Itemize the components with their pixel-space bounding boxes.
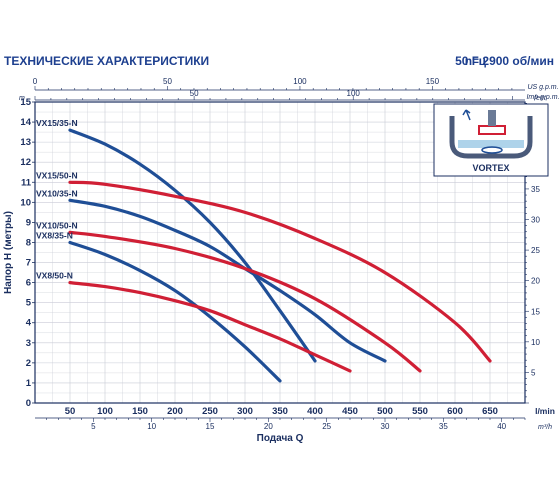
m3h-tick-label: 5	[91, 422, 96, 431]
m3h-tick-label: 40	[497, 422, 506, 431]
y-tick-label: 4	[26, 318, 32, 329]
series-line-vx10-35-n	[68, 198, 387, 363]
plot-border	[34, 101, 526, 404]
m3h-tick-label: 10	[147, 422, 156, 431]
rpm-label: n= 2900 об/мин	[464, 54, 554, 68]
vortex-inset: VORTEX	[433, 103, 549, 177]
x-tick-label: 450	[342, 406, 358, 417]
y-tick-label: 10	[20, 197, 31, 208]
y-tick-label: 15	[20, 97, 31, 108]
series-label: VX10/50-N	[36, 220, 78, 230]
flow-channel-icon	[458, 140, 524, 148]
y-tick-label: 13	[20, 137, 31, 148]
pump-body-icon	[449, 116, 533, 159]
x-tick-label: 150	[132, 406, 148, 417]
usgpm-tick-label: 150	[426, 77, 440, 86]
y-tick-label: 11	[21, 177, 32, 188]
inset-label: VORTEX	[472, 163, 509, 173]
impgpm-unit-label: Imp g.p.m.	[526, 94, 559, 101]
series-label: VX8/50-N	[36, 271, 73, 281]
grid	[35, 102, 525, 403]
series-label: VX10/35-N	[36, 188, 78, 198]
m3h-tick-label: 15	[206, 422, 215, 431]
x-tick-label: 250	[202, 406, 218, 417]
x-tick-label: 400	[307, 406, 323, 417]
series-label: VX8/35-N	[36, 230, 73, 240]
y-tick-label: 6	[26, 278, 31, 289]
feet-tick-label: 30	[531, 216, 540, 225]
m3h-tick-label: 30	[381, 422, 390, 431]
m3h-tick-label: 25	[322, 422, 331, 431]
x-tick-label: 100	[97, 406, 113, 417]
y-tick-label: 2	[26, 358, 31, 369]
series-line-vx8-50-n	[68, 281, 352, 373]
m3h-tick-label: 35	[439, 422, 448, 431]
usgpm-tick-label: 100	[293, 77, 307, 86]
y-tick-label: 14	[20, 117, 31, 128]
feet-tick-label: 10	[531, 338, 540, 347]
usgpm-tick-label: 0	[33, 77, 38, 86]
x-axis-label: Подача Q	[257, 433, 304, 444]
vortex-swirl-icon	[481, 146, 503, 154]
y-tick-label: 7	[26, 258, 31, 269]
plot-frame	[34, 101, 526, 404]
x-tick-label: 200	[167, 406, 183, 417]
y-tick-label: 3	[26, 338, 31, 349]
x-tick-label: 350	[272, 406, 288, 417]
feet-tick-label: 15	[531, 307, 540, 316]
x-tick-label: 50	[65, 406, 76, 417]
series-line-vx10-50-n	[68, 230, 422, 373]
m3h-unit-label: m³/h	[538, 424, 552, 431]
x-tick-label: 300	[237, 406, 253, 417]
usgpm-tick-label: 50	[163, 77, 172, 86]
series-group: VX15/35-NVX15/50-NVX10/35-NVX10/50-NVX8/…	[36, 118, 492, 383]
series-label: VX15/35-N	[36, 118, 78, 128]
feet-tick-label: 35	[531, 185, 540, 194]
series-label: VX15/50-N	[36, 170, 78, 180]
series-line-vx8-35-n	[68, 240, 282, 383]
y-axis-label: Напор H (метры)	[3, 211, 14, 294]
y-tick-label: 9	[26, 217, 31, 228]
feet-unit-label: feet	[534, 95, 547, 102]
y-tick-label: 12	[20, 157, 31, 168]
series-line-vx15-50-n	[68, 180, 492, 363]
x-tick-label: 600	[447, 406, 463, 417]
y-tick-label: 0	[26, 398, 31, 409]
m3h-tick-label: 20	[264, 422, 273, 431]
frequency-label: 50 Гц	[455, 54, 486, 68]
y-tick-label: 8	[26, 237, 31, 248]
feet-tick-label: 20	[531, 277, 540, 286]
impgpm-tick-label: 50	[190, 89, 199, 98]
y-unit-label: m	[19, 95, 25, 102]
feet-tick-label: 5	[531, 368, 536, 377]
shaft-icon	[488, 110, 496, 126]
x-unit-label: l/min	[535, 406, 555, 416]
outlet-arrow-icon	[462, 109, 471, 121]
feet-tick-label: 25	[531, 246, 540, 255]
series-line-vx15-35-n	[68, 128, 317, 363]
chart-title: ТЕХНИЧЕСКИЕ ХАРАКТЕРИСТИКИ	[4, 54, 210, 68]
x-tick-label: 550	[412, 406, 428, 417]
x-tick-label: 500	[377, 406, 393, 417]
y-tick-label: 1	[26, 378, 32, 389]
impgpm-tick-label: 100	[347, 89, 361, 98]
x-tick-label: 650	[482, 406, 498, 417]
usgpm-unit-label: US g.p.m.	[527, 84, 558, 91]
y-tick-label: 5	[26, 298, 32, 309]
